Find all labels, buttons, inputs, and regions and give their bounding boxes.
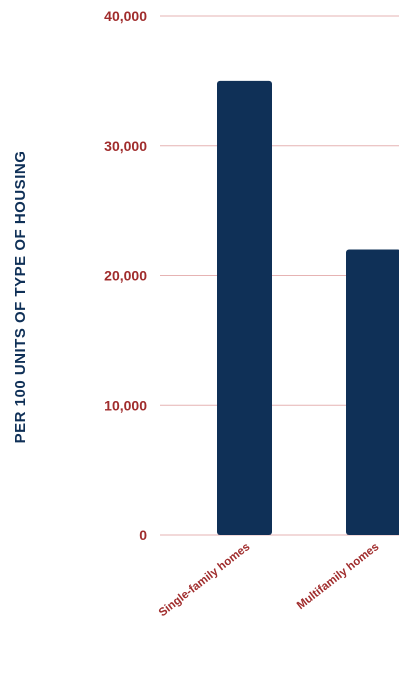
y-tick-label: 40,000: [104, 8, 147, 24]
x-tick-labels: Single-family homes Multifamily homes: [157, 541, 382, 619]
y-axis-title: PER 100 UNITS OF TYPE OF HOUSING: [12, 151, 29, 444]
bar: [346, 250, 399, 535]
y-tick-label: 0: [139, 527, 147, 543]
y-tick-label: 10,000: [104, 397, 147, 413]
y-tick-label: 30,000: [104, 138, 147, 154]
bar: [217, 81, 272, 535]
bars: [217, 81, 399, 535]
y-tick-label: 20,000: [104, 268, 147, 284]
x-tick-label: Single-family homes: [157, 541, 253, 619]
x-tick-label: Multifamily homes: [295, 541, 381, 612]
y-tick-labels: 0 10,000 20,000 30,000 40,000: [104, 8, 147, 543]
